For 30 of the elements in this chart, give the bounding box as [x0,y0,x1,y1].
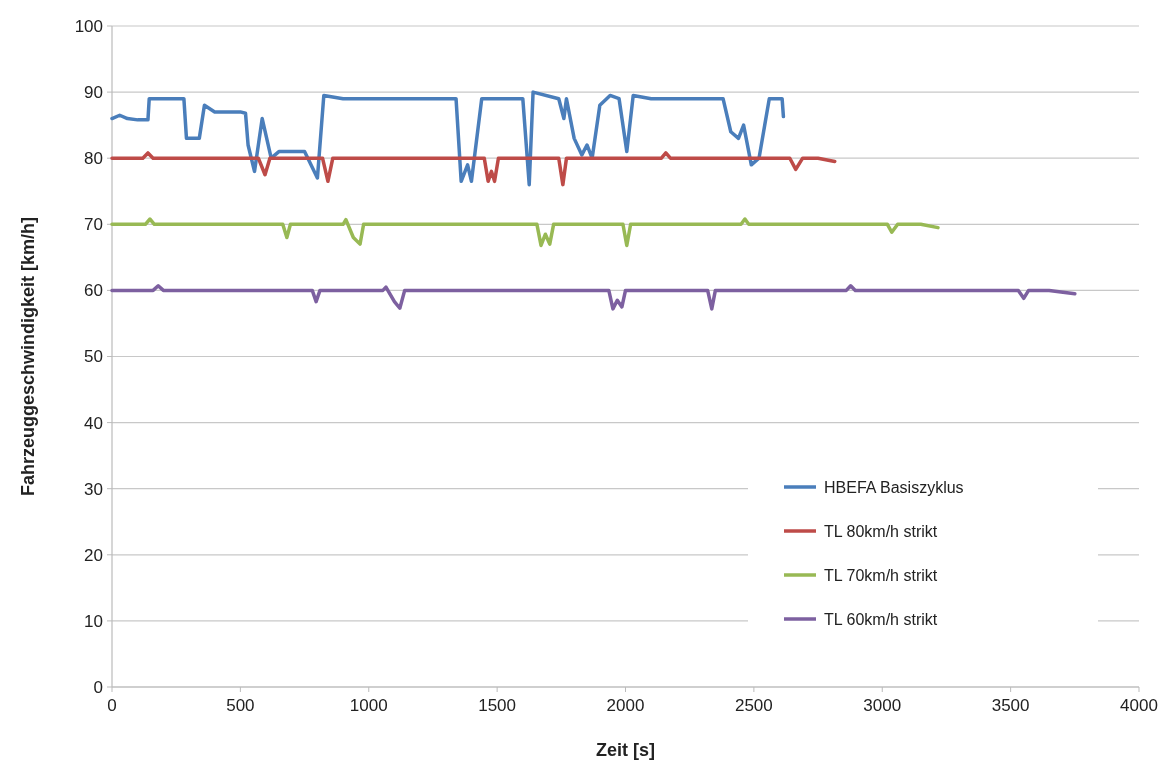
x-tick-label: 3000 [863,696,902,715]
x-tick-label: 3500 [991,696,1030,715]
x-tick-label: 500 [226,696,255,715]
legend-label: TL 80km/h strikt [824,522,938,540]
x-tick-label: 1500 [478,696,517,715]
x-axis-title: Zeit [s] [595,740,656,760]
y-tick-label: 10 [84,611,103,631]
y-tick-label: 70 [84,215,103,235]
y-tick-label: 50 [84,347,103,367]
x-tick-label: 4000 [1120,696,1158,715]
line-series [110,217,940,248]
x-tick-label: 1000 [349,696,388,715]
y-tick-label: 40 [84,413,103,433]
y-tick-label: 30 [84,479,103,499]
x-tick-label: 2000 [606,696,645,715]
line-series [110,151,837,187]
y-tick-label: 0 [93,677,103,697]
y-tick-label: 90 [84,83,103,103]
legend-label: TL 60km/h strikt [824,610,938,628]
y-tick-label: 60 [84,281,103,301]
legend-label: HBEFA Basiszyklus [824,478,964,496]
y-tick-label: 80 [84,149,103,169]
line-series [110,284,1077,311]
y-tick-label: 20 [84,545,103,565]
legend-label: TL 70km/h strikt [824,566,938,584]
x-tick-label: 2500 [734,696,773,715]
y-axis-title: Fahrzeuggeschwindigkeit [km/h] [18,216,38,497]
x-tick-label: 0 [107,696,117,715]
y-tick-label: 100 [74,16,103,36]
line-series [110,90,786,187]
